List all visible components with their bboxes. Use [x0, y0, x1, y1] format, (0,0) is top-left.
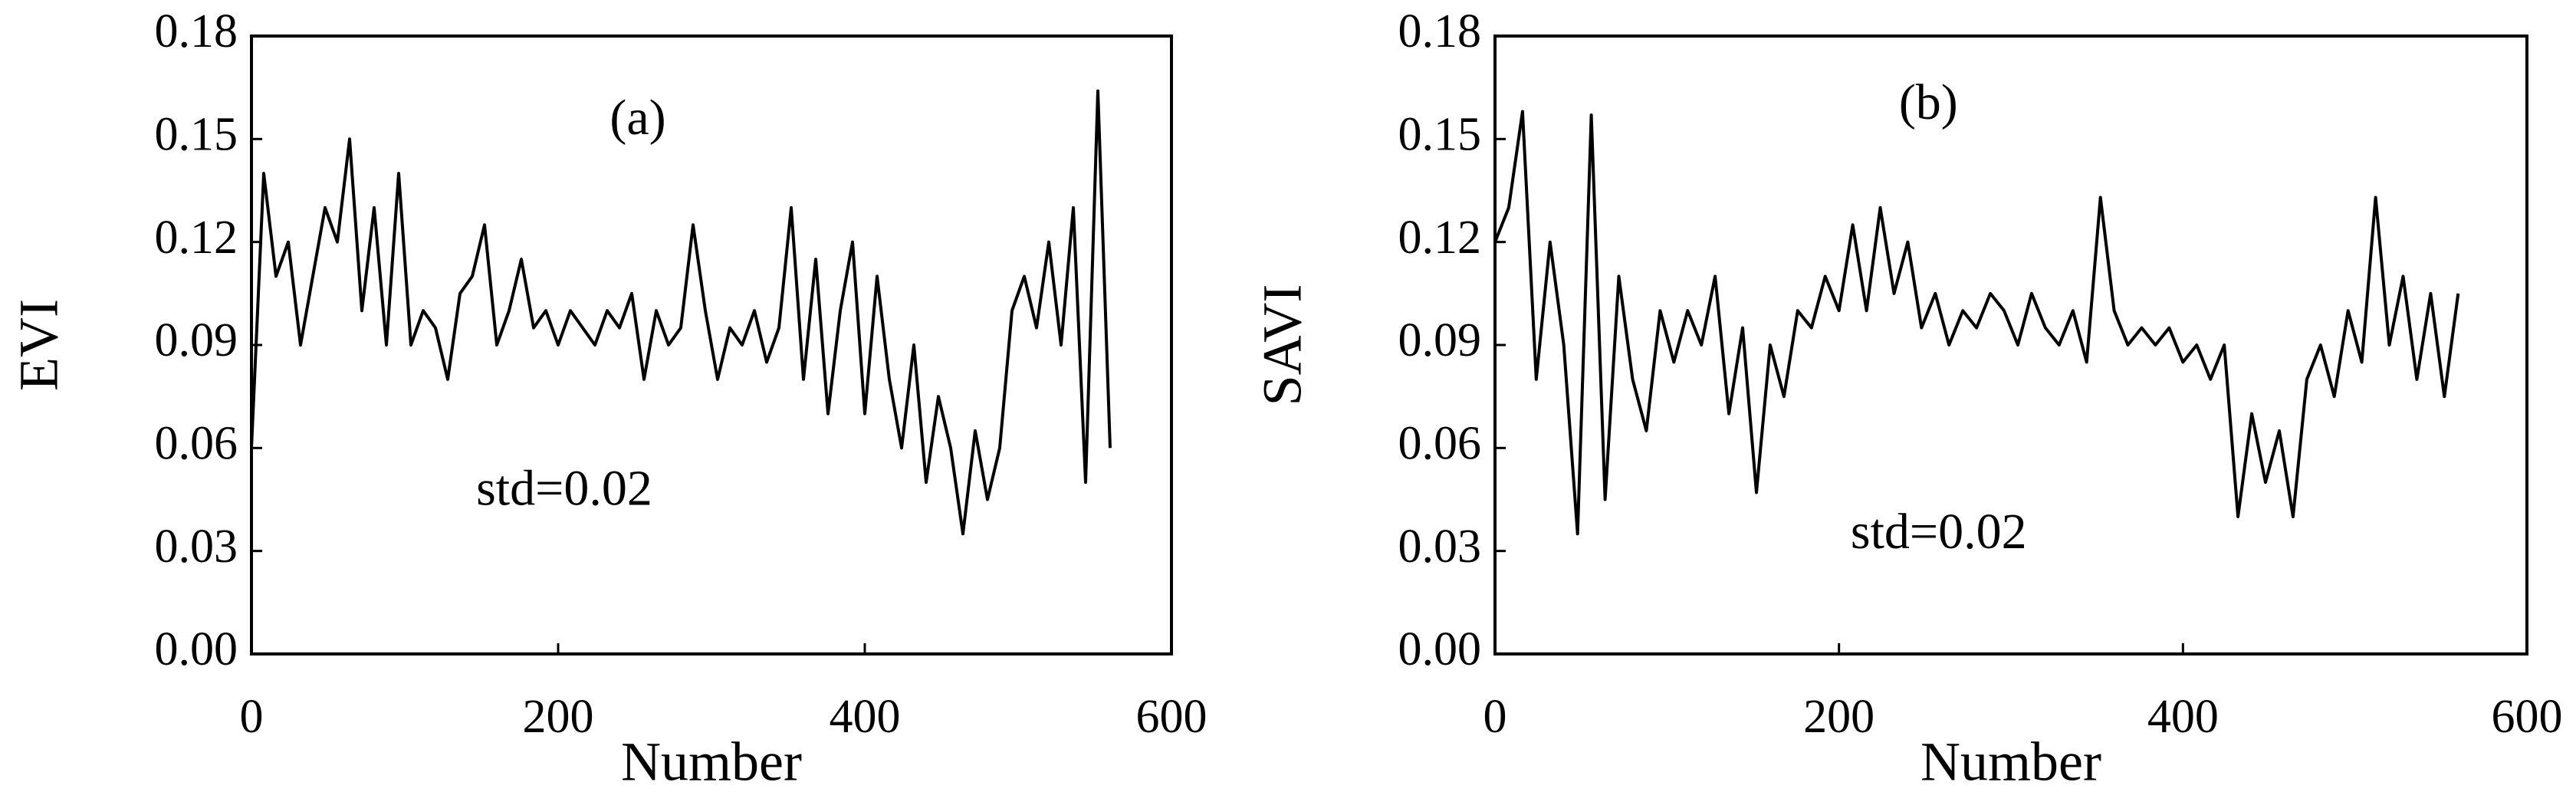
x-axis-label: Number — [621, 731, 802, 793]
y-tick-label: 0.03 — [155, 521, 238, 573]
plot-frame — [250, 34, 1173, 656]
y-tick-label: 0.18 — [1398, 5, 1482, 58]
data-line — [250, 89, 1112, 536]
y-tick-label: 0.15 — [1398, 109, 1482, 161]
x-tick-label: 600 — [1136, 691, 1208, 743]
x-tick-label: 0 — [240, 691, 264, 743]
x-tick-label: 400 — [830, 691, 901, 743]
data-line — [1493, 110, 2460, 536]
y-tick-label: 0.00 — [155, 623, 238, 675]
x-tick-label: 0 — [1484, 691, 1507, 743]
annotation: std=0.02 — [476, 461, 652, 517]
y-tick-label: 0.12 — [1398, 212, 1482, 264]
y-tick-label: 0.12 — [155, 212, 238, 264]
y-tick-label: 0.09 — [155, 314, 238, 366]
annotation: (b) — [1899, 74, 1958, 130]
annotation: std=0.02 — [1851, 504, 2027, 560]
y-tick-label: 0.06 — [1398, 418, 1482, 470]
x-tick-label: 400 — [2147, 691, 2219, 743]
y-tick-label: 0.06 — [155, 418, 238, 470]
plot-frame — [1493, 34, 2528, 656]
y-tick-label: 0.03 — [1398, 521, 1482, 573]
y-tick-label: 0.15 — [155, 109, 238, 161]
x-tick-label: 200 — [523, 691, 594, 743]
x-axis-label: Number — [1921, 731, 2101, 793]
y-tick-label: 0.09 — [1398, 314, 1482, 366]
x-tick-label: 600 — [2492, 691, 2563, 743]
y-axis-label: SAVI — [1252, 284, 1313, 406]
x-tick-label: 200 — [1803, 691, 1875, 743]
y-tick-label: 0.00 — [1398, 623, 1482, 675]
y-axis-label: EVI — [8, 299, 70, 391]
y-tick-label: 0.18 — [155, 5, 238, 58]
annotation: (a) — [610, 90, 665, 146]
